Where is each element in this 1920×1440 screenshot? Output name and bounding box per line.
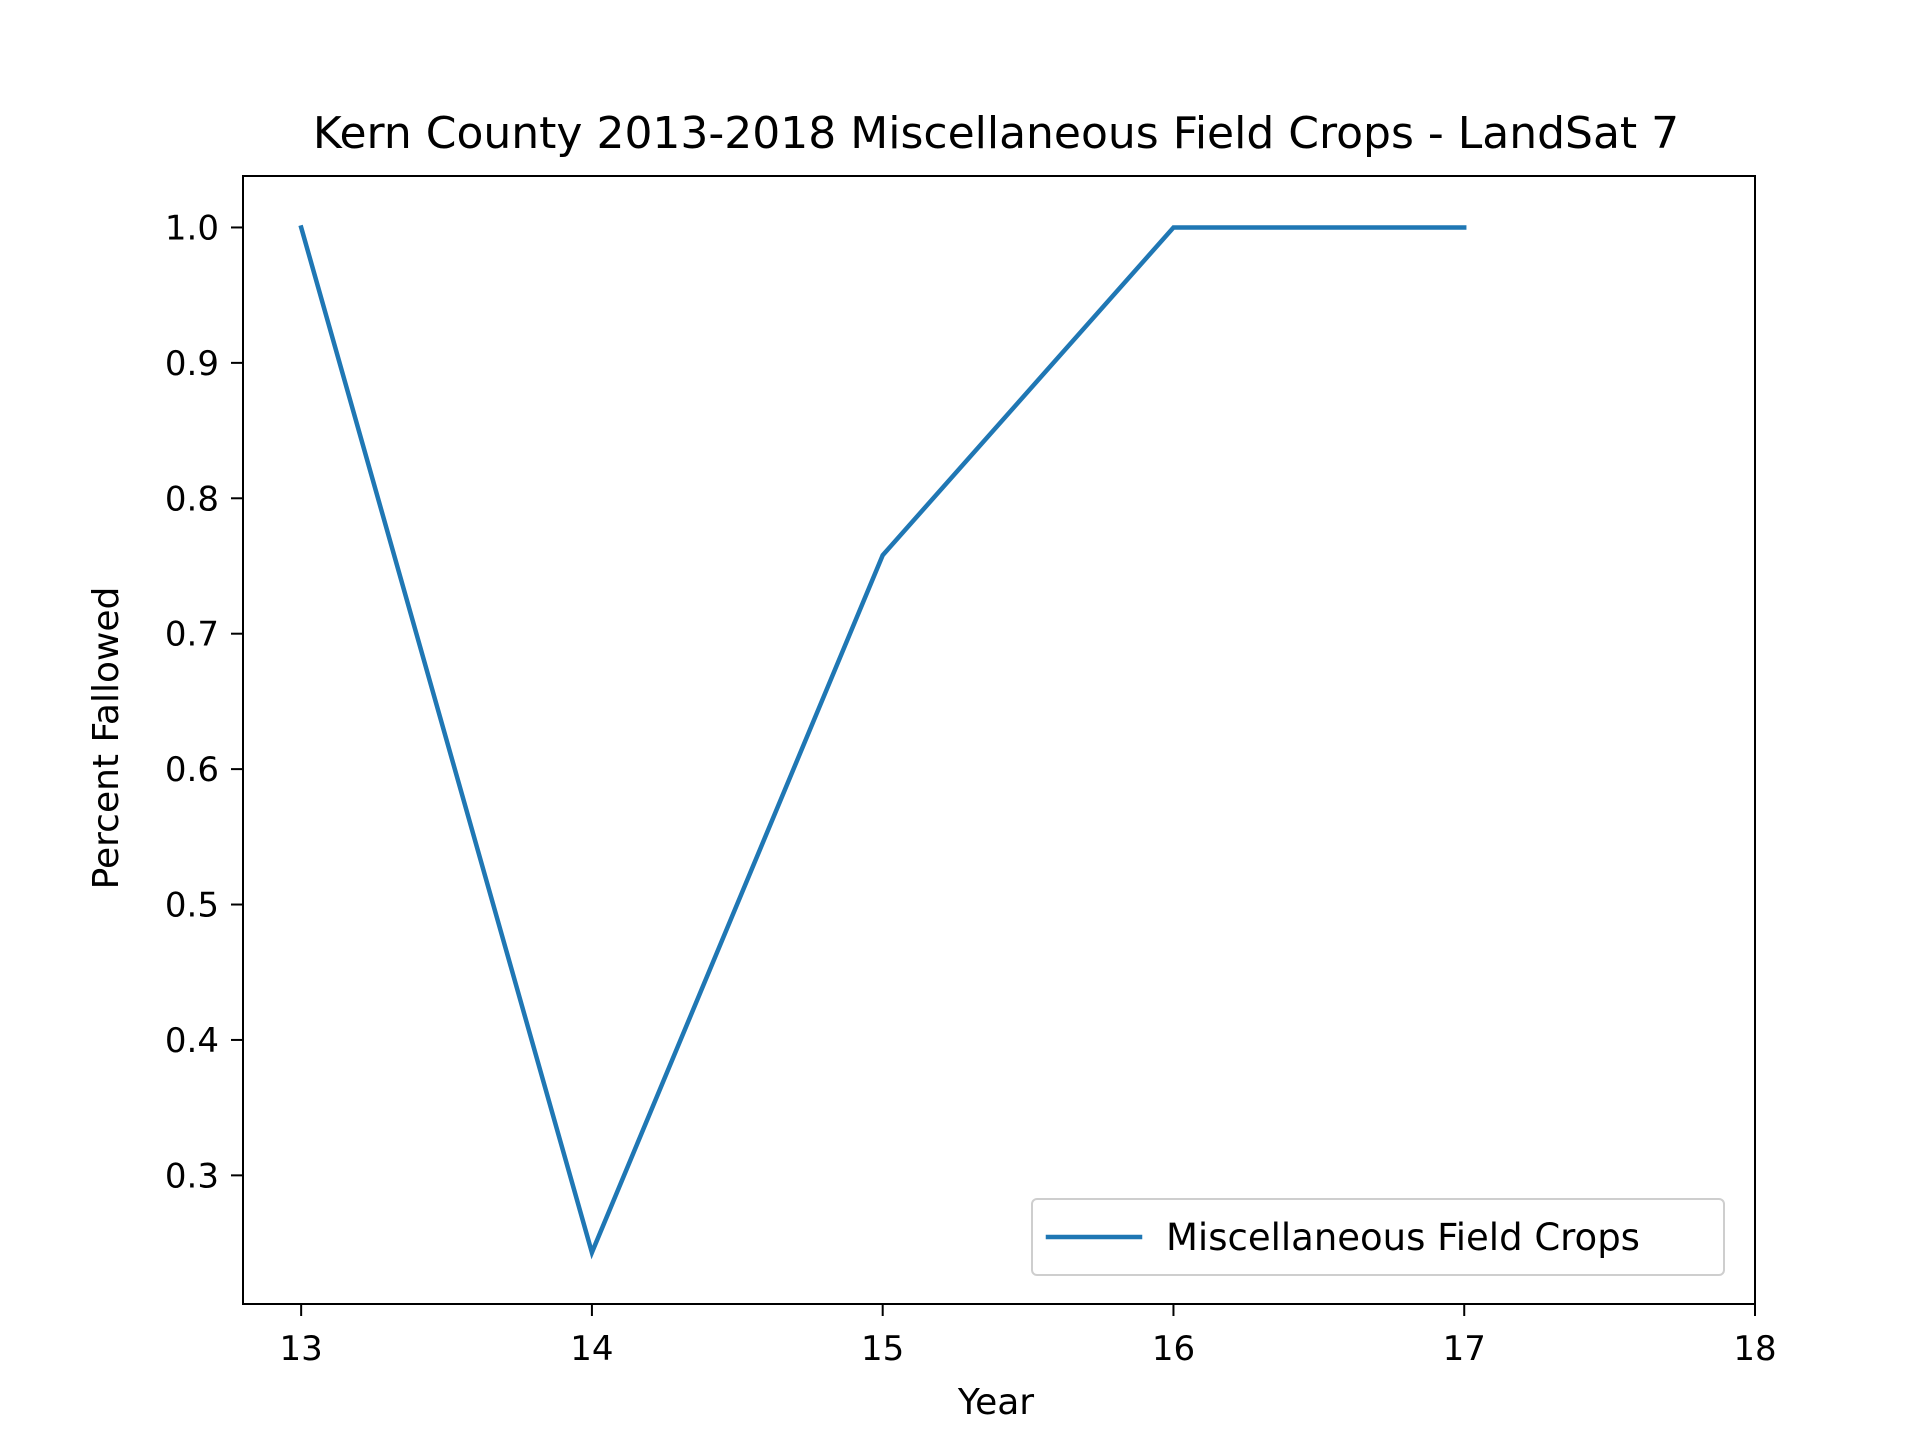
- y-tick-label: 0.6: [165, 750, 219, 790]
- legend-box: [1031, 1198, 1725, 1276]
- y-tick-label: 0.7: [165, 615, 219, 655]
- y-tick-label: 0.9: [165, 344, 219, 384]
- y-tick-label: 0.5: [165, 886, 219, 926]
- plot-frame: [242, 175, 1756, 1305]
- y-axis-label: Percent Fallowed: [86, 587, 127, 890]
- chart-title: Kern County 2013-2018 Miscellaneous Fiel…: [313, 108, 1679, 159]
- y-axis: 0.3 0.4 0.5 0.6 0.7 0.8 0.9 1.0: [165, 208, 243, 1196]
- series-layer: [298, 224, 1467, 1260]
- x-tick-label: 18: [1733, 1329, 1776, 1369]
- plot-area: [242, 175, 1756, 1305]
- x-tick-label: 17: [1443, 1329, 1486, 1369]
- x-axis-label: Year: [957, 1382, 1034, 1423]
- x-tick-label: 14: [570, 1329, 613, 1369]
- y-tick-label: 1.0: [165, 208, 219, 248]
- x-tick-label: 16: [1152, 1329, 1195, 1369]
- x-tick-label: 15: [861, 1329, 904, 1369]
- legend-label: Miscellaneous Field Crops: [1166, 1216, 1640, 1259]
- y-tick-label: 0.3: [165, 1156, 219, 1196]
- legend: Miscellaneous Field Crops: [1031, 1198, 1725, 1276]
- y-tick-label: 0.8: [165, 479, 219, 519]
- y-tick-label: 0.4: [165, 1021, 219, 1061]
- series-line-0: [298, 224, 1467, 1260]
- x-axis: 13 14 15 16 17 18: [280, 1304, 1777, 1369]
- x-tick-label: 13: [280, 1329, 323, 1369]
